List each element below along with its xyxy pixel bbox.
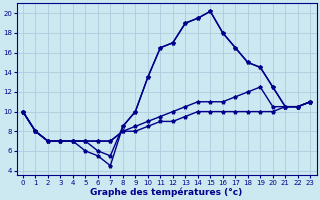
X-axis label: Graphe des températures (°c): Graphe des températures (°c) <box>91 187 243 197</box>
